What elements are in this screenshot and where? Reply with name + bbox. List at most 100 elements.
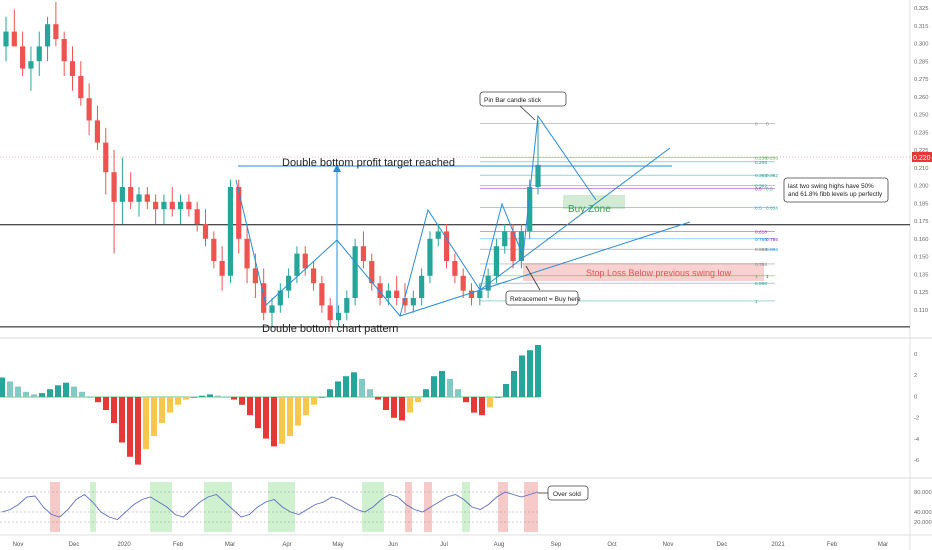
x-tick-label: Jun: [388, 542, 398, 548]
candle: [427, 231, 433, 284]
candle: [202, 209, 209, 247]
y-tick-label: 0.160: [914, 237, 929, 243]
candle: [86, 83, 92, 136]
momentum-bar: [319, 397, 325, 398]
x-tick-label: Feb: [173, 542, 184, 548]
y-tick-label: 0.285: [914, 59, 929, 65]
candle: [335, 305, 342, 328]
candle: [3, 16, 9, 62]
candle: [36, 31, 42, 76]
zones: [523, 195, 764, 281]
candle: [410, 290, 416, 313]
momentum-bar: [71, 386, 77, 397]
momentum-bar: [431, 376, 437, 397]
fib-label: 0.786: [755, 262, 767, 268]
x-tick-label: Dec: [69, 542, 80, 548]
fib-label: 0.382: [766, 173, 778, 179]
momentum-bar: [79, 391, 85, 397]
candle: [360, 231, 367, 269]
fib-label: 0.5: [755, 186, 762, 192]
candle: [11, 9, 17, 47]
y-tick-label: 0.250: [914, 113, 929, 119]
candle: [319, 275, 325, 313]
indicator1-tick: 0: [914, 352, 917, 358]
candle: [435, 224, 441, 247]
momentum-bar: [479, 397, 485, 416]
pattern-lines: [235, 105, 691, 318]
candle: [286, 268, 292, 298]
momentum-bar: [31, 394, 37, 397]
momentum-bar: [175, 397, 181, 405]
momentum-bar: [223, 397, 229, 398]
momentum-bar: [63, 382, 69, 397]
x-tick-label: Apr: [282, 542, 291, 548]
fib-note-callout: last two swing highs have 50% and 61.8% f…: [783, 177, 889, 203]
x-tick-label: Jul: [440, 542, 448, 548]
momentum-bar: [375, 397, 381, 400]
double-bottom-pattern-label: Double bottom chart pattern: [262, 323, 398, 335]
fib-label: 0.236: [766, 155, 778, 161]
candle: [94, 105, 101, 150]
fib-label: 0.5: [766, 186, 773, 192]
fib-label: 0.382: [755, 184, 767, 190]
fib-label: 0.5: [755, 206, 762, 212]
momentum-bar: [463, 397, 469, 403]
candle: [169, 187, 175, 217]
x-tick-label: Mar: [225, 542, 235, 548]
stop-loss-zone: [523, 263, 764, 281]
oscillator-band: [150, 482, 172, 532]
indicator2-tick: 40.000: [914, 510, 932, 516]
momentum-bar: [231, 397, 237, 400]
buy-zone-label: Buy Zone: [568, 204, 611, 215]
fib-label: 0.886: [755, 247, 767, 253]
oscillator-line: [1, 491, 539, 521]
double-bottom-target-label: Double bottom profit target reached: [282, 157, 455, 169]
indicator1-tick: 0: [914, 394, 917, 400]
candle: [44, 16, 51, 62]
y-tick-label: 0.150: [914, 255, 929, 261]
momentum-bar: [311, 397, 317, 405]
candle: [194, 201, 200, 232]
momentum-bar: [111, 397, 117, 423]
momentum-bar: [55, 385, 61, 397]
momentum-bar: [391, 397, 397, 418]
momentum-bar: [535, 345, 541, 397]
y-tick-label: 0.315: [914, 24, 929, 30]
momentum-bar: [183, 397, 189, 400]
momentum-bar: [351, 372, 357, 397]
x-tick-label: 2021: [771, 542, 785, 548]
candle: [153, 194, 159, 224]
pin-bar-label: Pin Bar candle stick: [484, 97, 542, 104]
momentum-bar: [519, 355, 525, 397]
x-tick-label: Feb: [827, 542, 838, 548]
oscillator-band: [524, 482, 538, 532]
candle: [128, 172, 134, 210]
fib-label: 0.886: [755, 281, 767, 287]
y-tick-label: 0.185: [914, 201, 929, 207]
momentum-bar: [303, 397, 309, 416]
indicator2-tick: 80.000: [914, 490, 932, 496]
oscillator-band: [405, 482, 412, 532]
horizontal-lines: [0, 156, 910, 328]
momentum-bar: [407, 397, 413, 413]
indicator1-tick: -4: [914, 437, 920, 443]
momentum-bar: [471, 397, 477, 413]
x-tick-label: Mar: [878, 542, 888, 548]
candle: [28, 46, 34, 91]
fib-label: 1: [755, 274, 758, 280]
momentum-panel: 0 2 0 -2 -4 -6: [0, 345, 920, 465]
momentum-bar: [255, 397, 261, 429]
candle: [53, 2, 59, 47]
candle: [518, 224, 524, 269]
momentum-bar: [415, 397, 421, 403]
momentum-bar: [359, 378, 365, 397]
momentum-bar: [7, 381, 13, 397]
y-tick-label: 0.125: [914, 290, 929, 296]
candle: [419, 268, 425, 306]
candle: [310, 261, 317, 291]
x-tick-label: May: [332, 542, 343, 548]
momentum-bar: [135, 397, 141, 465]
fib-note-label: last two swing highs have 50% and 61.8% f…: [788, 183, 883, 198]
momentum-bar: [87, 397, 93, 398]
